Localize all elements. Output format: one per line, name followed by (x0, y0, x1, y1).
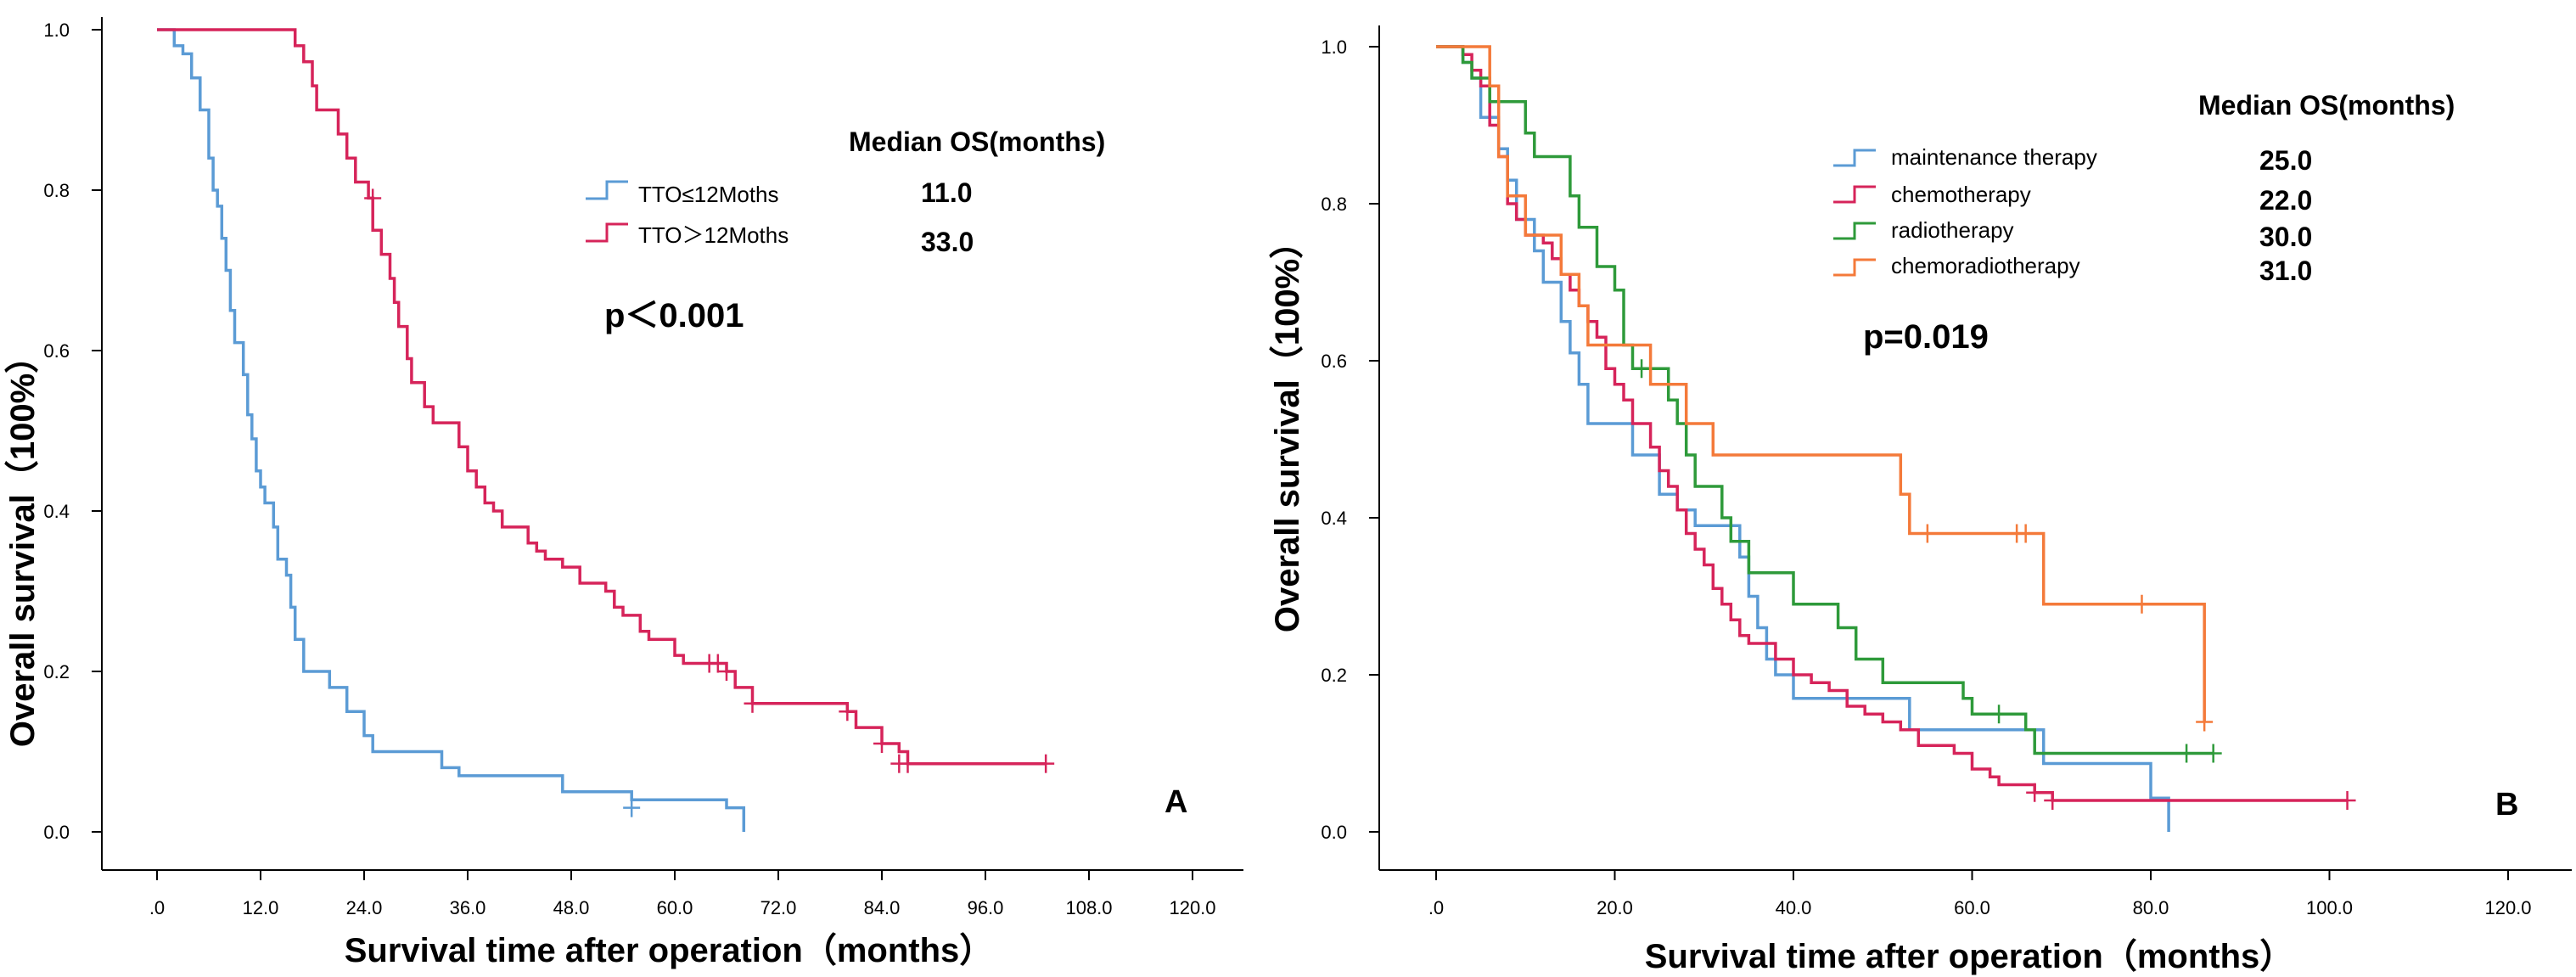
panel-a-legend-swatch-tto-gt12 (586, 222, 628, 243)
panel-a-x-ticks: .0 12.0 24.0 36.0 48.0 60.0 72.0 84.0 96.0 108.0 1… (149, 870, 1216, 918)
panel-b: 0.0 0.2 0.4 0.6 0.8 1.0 .0 20.0 40.0 60.0 80.0 100… (1269, 25, 2572, 975)
panel-a-y-tick-label: 0.4 (43, 501, 70, 522)
panel-b-y-axis-title: Overall survival（100%） (1269, 225, 1306, 632)
panel-a-x-tick-label: .0 (149, 897, 165, 918)
panel-a-median-title: Median OS(months) (849, 126, 1105, 157)
panel-b-label: B (2495, 787, 2518, 823)
panel-b-curves (1436, 45, 2356, 832)
panel-b-y-tick-label: 0.0 (1321, 822, 1347, 843)
panel-a-legend-label-tto-gt12: TTO＞12Moths (638, 222, 789, 248)
panel-b-x-axis-title: Survival time after operation（months） (1645, 938, 2294, 975)
panel-b-y-tick-label: 0.6 (1321, 351, 1347, 372)
panel-b-legend-swatch-chemoradiotherapy (1833, 258, 1876, 277)
panel-a-x-tick-label: 24.0 (346, 897, 383, 918)
panel-a-y-tick-label: 1.0 (43, 20, 70, 41)
panel-b-median-maintenance: 25.0 (2259, 145, 2312, 176)
panel-b-y-ticks: 0.0 0.2 0.4 0.6 0.8 1.0 (1321, 36, 1379, 843)
panel-b-y-tick-label: 1.0 (1321, 36, 1347, 58)
panel-a-legend-label-tto-le12: TTO≤12Moths (638, 182, 779, 207)
panel-b-p-value: p=0.019 (1863, 318, 1989, 356)
panel-b-x-ticks: .0 20.0 40.0 60.0 80.0 100.0 120.0 (1428, 870, 2532, 918)
panel-b-x-tick-label: 100.0 (2306, 897, 2353, 918)
panel-a-curve-tto-12moths (157, 28, 746, 832)
panel-a-median-tto-gt12: 33.0 (921, 227, 974, 257)
panel-b-median-chemotherapy: 22.0 (2259, 185, 2312, 216)
panel-b-median-radiotherapy: 30.0 (2259, 222, 2312, 252)
panel-b-legend: maintenance therapy chemotherapy radioth… (1833, 144, 2097, 278)
panel-b-legend-swatch-chemotherapy (1833, 185, 1876, 204)
panel-a-x-tick-label: 120.0 (1169, 897, 1215, 918)
panel-a-x-tick-label: 84.0 (864, 897, 901, 918)
panel-a-x-axis-title: Survival time after operation（months） (345, 932, 994, 969)
panel-b-curve-maintenance-therapy (1436, 45, 2170, 832)
panel-a-y-tick-label: 0.6 (43, 340, 70, 362)
panel-a-median-tto-le12: 11.0 (921, 177, 973, 208)
panel-a-legend: TTO≤12Moths TTO＞12Moths (586, 180, 789, 248)
panel-b-x-tick-label: 80.0 (2133, 897, 2169, 918)
panel-a-x-tick-label: 108.0 (1065, 897, 1112, 918)
panel-a-y-ticks: 0.0 0.2 0.4 0.6 0.8 1.0 (43, 20, 102, 843)
panel-b-legend-swatch-radiotherapy (1833, 222, 1876, 240)
panel-a: 0.0 0.2 0.4 0.6 0.8 1.0 .0 12.0 24.0 36.0 48.0 60.… (4, 17, 1243, 969)
panel-b-legend-label-maintenance: maintenance therapy (1891, 144, 2097, 170)
panel-b-median-title: Median OS(months) (2198, 90, 2455, 121)
panel-b-x-tick-label: 40.0 (1776, 897, 1812, 918)
panel-a-y-axis-title: Overall survival（100%） (4, 340, 42, 747)
panel-a-x-tick-label: 48.0 (553, 897, 590, 918)
panel-a-legend-swatch-tto-le12 (586, 180, 628, 200)
panel-b-y-tick-label: 0.4 (1321, 508, 1347, 529)
panel-a-y-tick-label: 0.0 (43, 822, 70, 843)
panel-a-label: A (1165, 784, 1187, 820)
panel-a-curves (157, 28, 1055, 832)
panel-b-legend-label-chemoradiotherapy: chemoradiotherapy (1891, 253, 2080, 278)
panel-b-y-tick-label: 0.8 (1321, 194, 1347, 215)
panel-b-x-tick-label: 60.0 (1954, 897, 1990, 918)
panel-b-curve-chemoradiotherapy (1436, 45, 2206, 722)
panel-a-y-tick-label: 0.2 (43, 661, 70, 682)
panel-b-legend-label-chemotherapy: chemotherapy (1891, 182, 2031, 207)
panel-a-x-tick-label: 36.0 (450, 897, 486, 918)
panel-b-median-chemoradiotherapy: 31.0 (2259, 255, 2312, 286)
panel-a-x-tick-label: 60.0 (657, 897, 693, 918)
panel-b-y-tick-label: 0.2 (1321, 665, 1347, 686)
panel-a-y-tick-label: 0.8 (43, 180, 70, 201)
panel-a-x-tick-label: 96.0 (968, 897, 1004, 918)
panel-b-legend-label-radiotherapy: radiotherapy (1891, 217, 2014, 243)
panel-a-x-tick-label: 12.0 (243, 897, 279, 918)
panel-a-p-value: p＜0.001 (604, 297, 744, 334)
panel-b-curve-radiotherapy (1436, 45, 2214, 755)
panel-b-x-tick-label: 20.0 (1597, 897, 1633, 918)
panel-b-x-tick-label: 120.0 (2484, 897, 2531, 918)
panel-b-legend-swatch-maintenance (1833, 149, 1876, 167)
panel-b-x-tick-label: .0 (1428, 897, 1444, 918)
panel-a-x-tick-label: 72.0 (760, 897, 797, 918)
